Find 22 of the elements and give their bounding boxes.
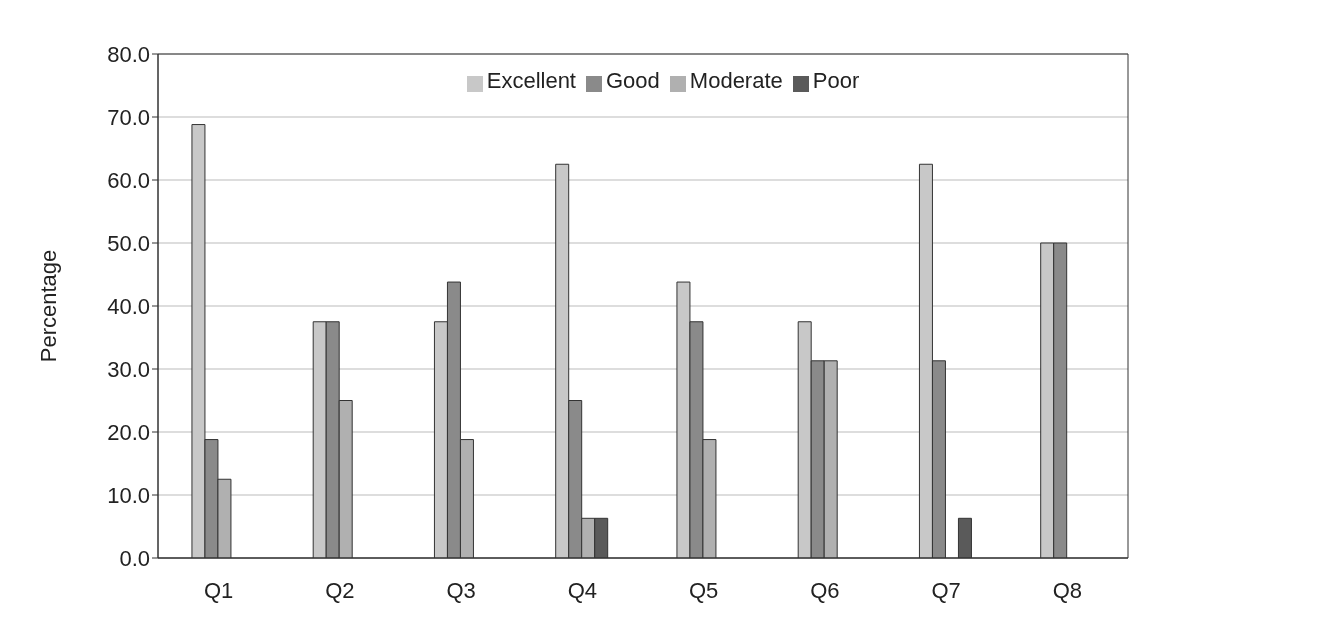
x-tick-label: Q6	[810, 577, 840, 603]
x-tick-label: Q1	[203, 577, 234, 603]
y-tick-label: 10.0	[107, 482, 150, 508]
legend-label: Poor	[812, 68, 860, 93]
x-tick-label: Q2	[325, 577, 355, 603]
y-tick-label: 70.0	[107, 104, 150, 130]
x-tick-label: Q4	[567, 577, 598, 603]
y-tick-label: 0.0	[119, 545, 150, 571]
y-tick-label: 20.0	[107, 419, 150, 445]
x-tick-label: Q8	[1052, 577, 1083, 603]
y-tick-label: 50.0	[107, 230, 150, 256]
x-tick-label: Q7	[931, 577, 961, 603]
y-tick-label: 60.0	[107, 167, 150, 193]
y-tick-label: 40.0	[107, 293, 150, 319]
legend-label: Excellent	[486, 68, 576, 93]
legend-label: Good	[606, 68, 660, 93]
x-tick-label: Q5	[688, 577, 719, 603]
y-tick-label: 30.0	[107, 356, 150, 382]
x-tick-label: Q3	[446, 577, 476, 603]
y-axis-title: Percentage	[35, 249, 61, 363]
y-tick-label: 80.0	[107, 41, 150, 67]
legend-label: Moderate	[689, 68, 783, 93]
